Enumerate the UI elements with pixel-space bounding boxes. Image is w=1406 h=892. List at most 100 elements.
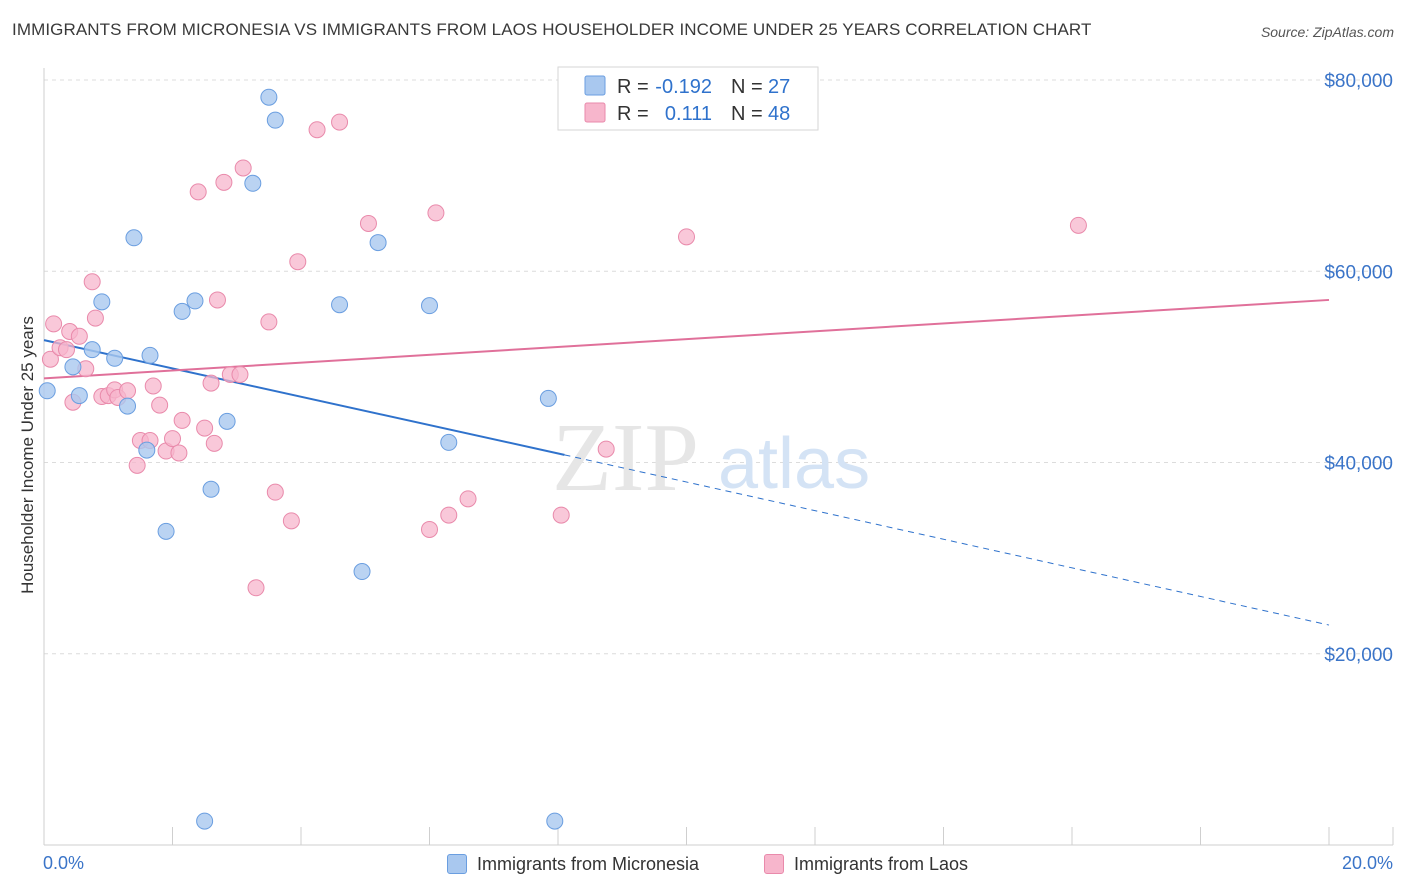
watermark-atlas: atlas [718, 424, 870, 504]
data-point-laos [170, 444, 188, 462]
trend-lines [43, 298, 1330, 626]
legend-n-label-2: N = [731, 103, 763, 125]
data-point-micronesia [539, 389, 557, 407]
data-point-laos [70, 327, 88, 345]
data-point-laos [202, 374, 220, 392]
data-point-laos [1069, 216, 1087, 234]
data-point-micronesia [141, 346, 159, 364]
data-point-micronesia [83, 341, 101, 359]
data-point-micronesia [260, 88, 278, 106]
legend-swatch-laos [584, 102, 606, 123]
data-point-laos [440, 506, 458, 524]
legend-swatch-micronesia [584, 75, 606, 96]
y-tick-labels: $20,000 $40,000 $60,000 $80,000 [1324, 71, 1393, 666]
data-point-laos [308, 121, 326, 139]
legend-r-label-2: R = [617, 103, 649, 125]
legend-n-label-1: N = [731, 76, 763, 98]
trend-line-laos [43, 298, 1330, 380]
bottom-legend-label-micronesia: Immigrants from Micronesia [477, 853, 700, 874]
y-tick-label: $20,000 [1324, 645, 1393, 666]
data-point-laos [260, 313, 278, 331]
data-point-micronesia [138, 441, 156, 459]
legend-n-value-2: 48 [768, 103, 790, 125]
y-tick-label: $40,000 [1324, 454, 1393, 475]
data-point-laos [41, 350, 59, 368]
bottom-legend-label-laos: Immigrants from Laos [794, 853, 969, 874]
data-point-micronesia [266, 111, 284, 129]
data-point-micronesia [244, 174, 262, 192]
data-point-laos [552, 506, 570, 524]
data-point-micronesia [331, 296, 349, 314]
data-point-laos [144, 377, 162, 395]
data-point-laos [205, 434, 223, 452]
data-point-micronesia [106, 349, 124, 367]
data-point-laos [359, 214, 377, 232]
data-point-laos [173, 411, 191, 429]
data-point-laos [189, 183, 207, 201]
data-point-micronesia [186, 292, 204, 310]
data-point-laos [678, 228, 695, 246]
watermark-zip: ZIP [552, 404, 699, 512]
data-point-laos [331, 113, 349, 131]
watermark: ZIP atlas [552, 404, 870, 512]
axes [43, 68, 1394, 846]
data-point-micronesia [157, 522, 175, 540]
data-point-laos [421, 520, 438, 538]
bottom-legend-laos: Immigrants from Laos [764, 852, 968, 876]
trend-line-micronesia [43, 339, 565, 456]
data-point-laos [427, 204, 445, 222]
data-point-micronesia [546, 812, 564, 830]
chart-title: IMMIGRANTS FROM MICRONESIA VS IMMIGRANTS… [12, 20, 1092, 39]
x-tick-label-max: 20.0% [1342, 853, 1393, 873]
legend-r-value-2: 0.111 [665, 103, 712, 125]
data-point-laos [83, 273, 101, 291]
data-point-laos [282, 512, 300, 530]
data-point-micronesia [64, 358, 82, 376]
data-point-laos [247, 579, 265, 597]
data-point-laos [266, 483, 284, 501]
data-point-laos [119, 382, 137, 400]
y-axis-title: Householder Income Under 25 years [18, 316, 37, 594]
data-point-micronesia [218, 412, 236, 430]
data-point-micronesia [196, 812, 214, 830]
bottom-legend-swatch-micronesia [447, 854, 467, 874]
data-point-laos [459, 490, 477, 508]
data-point-laos [164, 430, 181, 448]
data-point-laos [128, 456, 146, 474]
legend: R = -0.192 N = 27 R = 0.111 N = 48 [557, 66, 819, 131]
data-point-micronesia [119, 397, 137, 415]
data-point-micronesia [421, 297, 438, 315]
bottom-legend-micronesia: Immigrants from Micronesia [447, 852, 699, 876]
y-tick-label: $60,000 [1324, 262, 1393, 283]
y-tick-label: $80,000 [1324, 71, 1393, 92]
bottom-legend-swatch-laos [764, 854, 784, 874]
data-point-micronesia [125, 229, 143, 247]
data-point-micronesia [93, 293, 111, 311]
data-point-micronesia [173, 302, 191, 320]
data-point-laos [231, 366, 249, 384]
trend-line-micronesia-extrapolated [564, 454, 1330, 626]
legend-n-value-1: 27 [768, 76, 790, 98]
data-point-micronesia [202, 480, 220, 498]
data-point-laos [234, 159, 252, 177]
data-point-laos [597, 440, 615, 458]
data-point-micronesia [369, 234, 387, 252]
data-point-laos [289, 253, 307, 271]
source-label: Source: ZipAtlas.com [1260, 24, 1394, 40]
data-point-micronesia [38, 382, 56, 400]
x-tick-label-min: 0.0% [43, 853, 84, 873]
data-points [38, 88, 1087, 830]
data-point-micronesia [70, 387, 88, 405]
data-point-micronesia [353, 563, 371, 581]
legend-r-label-1: R = [617, 76, 649, 98]
data-point-laos [196, 419, 214, 437]
data-point-laos [45, 315, 63, 333]
data-point-laos [86, 309, 104, 327]
data-point-micronesia [440, 433, 458, 451]
data-point-laos [215, 173, 233, 191]
legend-r-value-1: -0.192 [655, 76, 712, 98]
data-point-laos [151, 396, 169, 414]
data-point-laos [208, 291, 226, 309]
data-point-laos [57, 341, 75, 359]
